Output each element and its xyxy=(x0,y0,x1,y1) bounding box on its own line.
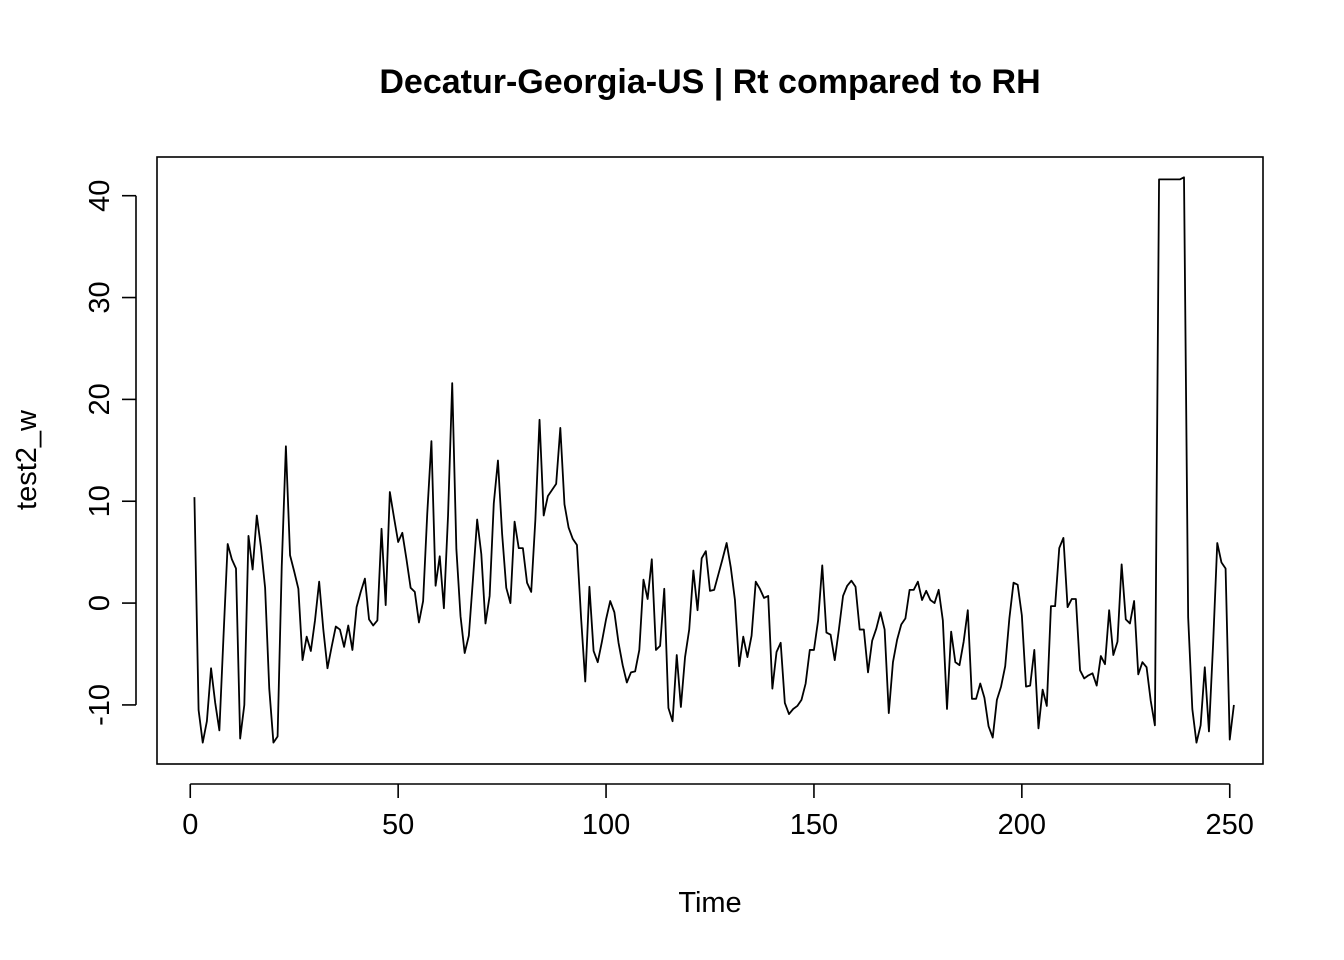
plot-frame xyxy=(156,156,1264,765)
x-tick-label: 250 xyxy=(1206,809,1254,841)
x-tick-label: 50 xyxy=(382,809,414,841)
x-tick-label: 150 xyxy=(790,809,838,841)
y-tick-label: 40 xyxy=(84,180,116,212)
y-tick-label: 10 xyxy=(84,485,116,517)
x-tick-label: 200 xyxy=(998,809,1046,841)
series-line xyxy=(193,176,1235,744)
x-tick-label: 0 xyxy=(182,809,198,841)
x-axis: 0 50 100 150 200 250 xyxy=(182,783,1254,841)
series-layer xyxy=(193,176,1235,744)
y-tick-label: 30 xyxy=(84,281,116,313)
chart-title: Decatur-Georgia-US | Rt compared to RH xyxy=(379,63,1040,101)
x-axis-label: Time xyxy=(678,887,741,919)
y-tick-label: 20 xyxy=(84,383,116,415)
y-tick-label: -10 xyxy=(84,684,116,726)
y-axis: -10 0 10 20 30 40 xyxy=(84,180,137,726)
y-tick-label: 0 xyxy=(84,595,116,611)
x-tick-label: 100 xyxy=(582,809,630,841)
y-axis-label: test2_w xyxy=(11,409,43,510)
